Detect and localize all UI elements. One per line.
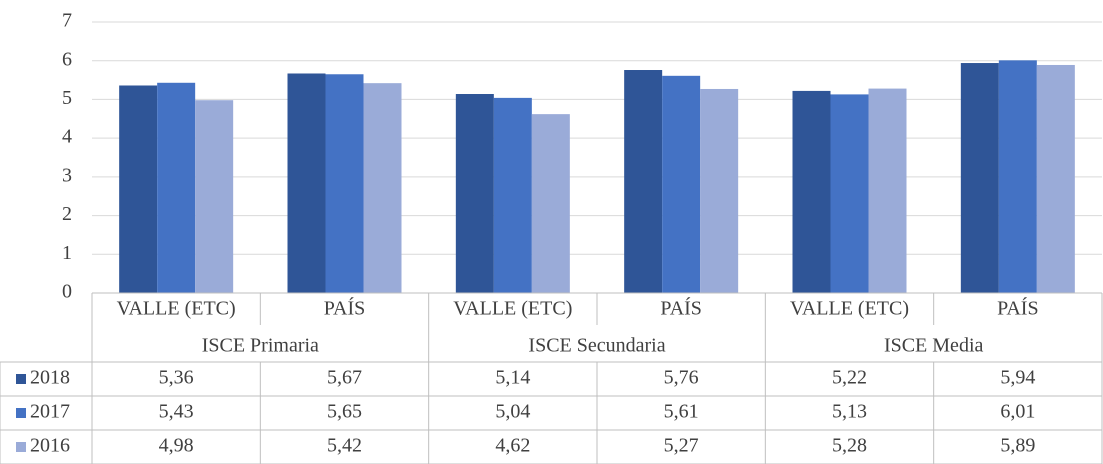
data-label: 5,22 — [832, 367, 867, 389]
data-label: 4,98 — [159, 435, 194, 457]
y-tick-label: 1 — [62, 242, 72, 264]
x-tick-label: VALLE (ETC) — [453, 298, 572, 320]
bar — [363, 83, 402, 293]
legend-key — [16, 374, 26, 384]
bar — [868, 88, 907, 294]
legend-label: 2018 — [30, 367, 70, 389]
bar — [195, 100, 234, 294]
data-label: 5,13 — [832, 401, 867, 423]
legend-label: 2017 — [30, 401, 70, 423]
bar — [287, 73, 326, 294]
data-label: 5,89 — [1000, 435, 1035, 457]
x-tick-label: VALLE (ETC) — [117, 298, 236, 320]
y-tick-label: 5 — [62, 87, 72, 109]
data-label: 5,61 — [664, 401, 699, 423]
bar — [493, 97, 532, 293]
bar — [157, 82, 196, 293]
data-label: 5,65 — [327, 401, 362, 423]
group-label: ISCE Secundaria — [528, 335, 665, 357]
x-tick-label: PAÍS — [660, 297, 702, 320]
bar — [455, 94, 494, 293]
bar — [1036, 64, 1075, 293]
data-label: 4,62 — [495, 435, 530, 457]
data-label: 6,01 — [1000, 401, 1035, 423]
bar — [325, 74, 364, 293]
legend-label: 2016 — [30, 435, 70, 457]
bar — [624, 70, 663, 294]
bar — [531, 114, 570, 293]
legend-key — [16, 408, 26, 418]
data-label: 5,76 — [664, 367, 699, 389]
bar — [960, 63, 999, 294]
data-label: 5,14 — [495, 367, 530, 389]
bar — [792, 90, 831, 293]
data-label: 5,67 — [327, 367, 362, 389]
data-label: 5,28 — [832, 435, 867, 457]
bar — [662, 75, 701, 293]
bar — [119, 85, 158, 294]
data-label: 5,27 — [664, 435, 699, 457]
y-tick-label: 0 — [62, 281, 72, 303]
data-label: 5,04 — [495, 401, 530, 423]
y-tick-label: 7 — [62, 10, 72, 32]
group-label: ISCE Primaria — [202, 335, 319, 357]
data-label: 5,94 — [1000, 367, 1035, 389]
bar — [700, 88, 739, 294]
group-label: ISCE Media — [884, 335, 984, 357]
y-tick-label: 4 — [62, 126, 72, 148]
x-tick-label: PAÍS — [997, 297, 1039, 320]
data-label: 5,36 — [159, 367, 194, 389]
x-tick-label: VALLE (ETC) — [790, 298, 909, 320]
y-tick-label: 2 — [62, 203, 72, 225]
bar — [998, 60, 1037, 293]
bar — [830, 94, 869, 293]
data-label: 5,43 — [159, 401, 194, 423]
y-tick-label: 3 — [62, 164, 72, 186]
data-label: 5,42 — [327, 435, 362, 457]
y-tick-label: 6 — [62, 48, 72, 70]
legend-key — [16, 442, 26, 452]
x-tick-label: PAÍS — [324, 297, 366, 320]
